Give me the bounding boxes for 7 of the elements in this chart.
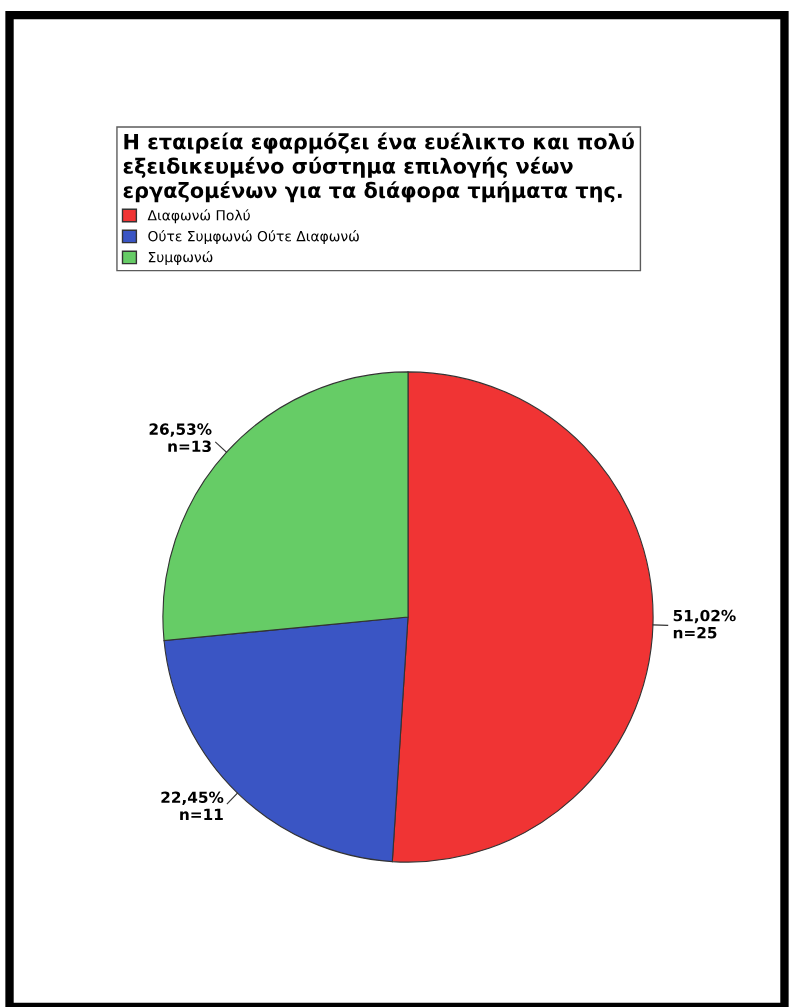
data-label: 26,53% n=13 <box>149 423 212 453</box>
data-label: 22,45% n=11 <box>161 791 224 820</box>
legend-label: Διαφωνώ Πολύ <box>147 209 250 224</box>
data-label: 51,02% n=25 <box>673 609 736 639</box>
legend-label: Συμφωνώ <box>148 251 213 266</box>
legend-label: Ούτε Συμφωνώ Ούτε Διαφωνώ <box>148 230 359 245</box>
legend-title: Η εταιρεία εφαρμόζει ένα ευέλικτο και πολύ εξειδικευμένο σύστημα επιλογής νέων εργαζομένων για τα διάφορα τμήματα της. <box>123 132 634 203</box>
